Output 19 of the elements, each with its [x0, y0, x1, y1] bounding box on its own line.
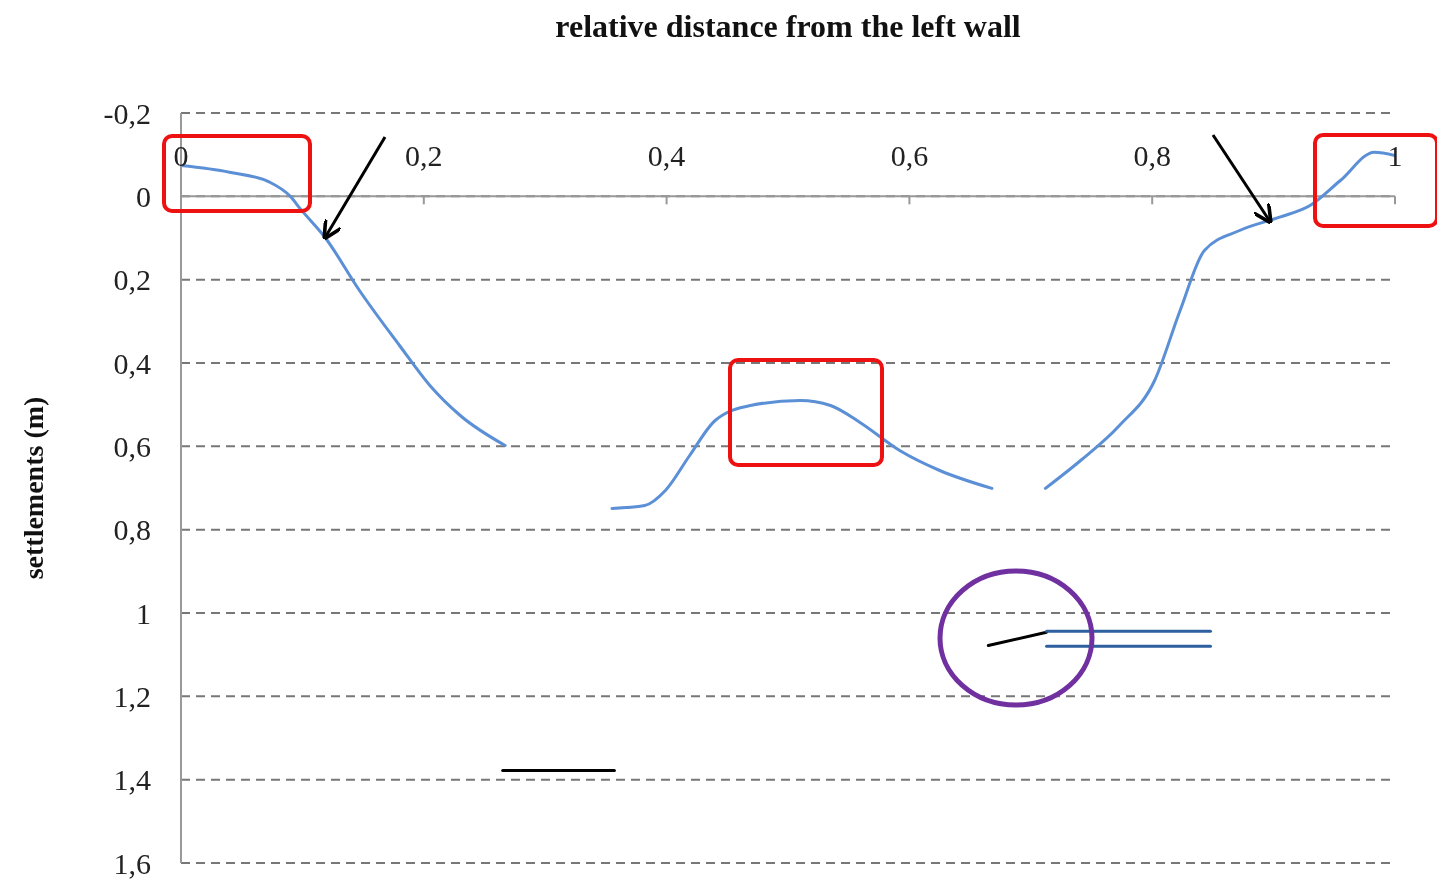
x-tick-label: 0,2	[405, 139, 443, 173]
y-tick-label: -0,2	[103, 96, 151, 130]
y-tick-label: 1,4	[113, 763, 151, 797]
line-series	[610, 399, 994, 510]
y-tick-label: 1	[136, 596, 151, 630]
y-tick-label: 1,6	[113, 846, 151, 880]
x-tick-label: 0,6	[890, 139, 929, 173]
y-tick-label: 0,4	[113, 346, 151, 380]
x-tick-label: 1	[1387, 139, 1403, 173]
x-tick-label: 0,4	[647, 139, 686, 173]
y-axis-title: settlements (m)	[17, 396, 49, 580]
x-tick-label: 0	[173, 139, 189, 173]
x-axis-title: relative distance from the left wall	[554, 8, 1022, 45]
x-tick-label: 0,8	[1133, 139, 1171, 173]
y-tick-label: 1,2	[113, 679, 151, 713]
y-tick-label: 0	[136, 179, 151, 213]
y-tick-label: 0,6	[113, 429, 151, 463]
y-tick-label: 0,2	[113, 263, 151, 297]
y-tick-label: 0,8	[113, 513, 151, 547]
